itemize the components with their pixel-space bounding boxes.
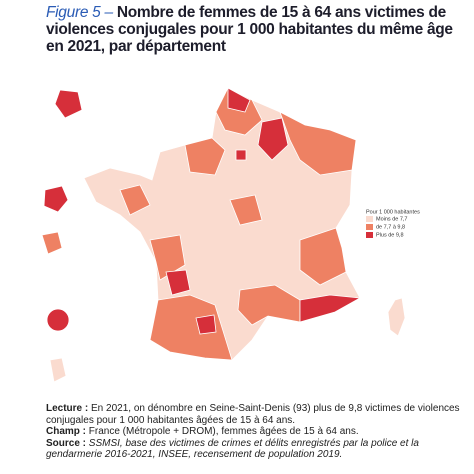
overseas xyxy=(46,308,70,332)
zone-high xyxy=(299,294,362,323)
overseas xyxy=(43,185,69,213)
zone-high xyxy=(195,314,217,335)
notes: Lecture : En 2021, on dénombre en Seine-… xyxy=(46,403,466,461)
zone-medium xyxy=(279,111,357,176)
note-text: France (Métropole + DROM), femmes âgées … xyxy=(88,426,359,438)
zone-medium xyxy=(149,294,233,361)
zone-medium xyxy=(229,194,263,226)
note-text: SSMSI, base des victimes de crimes et dé… xyxy=(46,437,419,461)
zone-high xyxy=(257,117,289,161)
legend-heading: Pour 1 000 habitantes xyxy=(366,209,420,215)
legend-label: de 7,7 à 9,8 xyxy=(376,224,405,230)
overseas xyxy=(49,357,67,383)
note-label: Champ : xyxy=(46,426,86,438)
legend-swatch xyxy=(366,224,373,230)
note: Lecture : En 2021, on dénombre en Seine-… xyxy=(46,403,466,426)
title-text: Nombre de femmes de 15 à 64 ans victimes… xyxy=(46,4,453,55)
zone-high xyxy=(235,149,247,161)
figure-label: Figure 5 – xyxy=(46,4,113,21)
departments xyxy=(41,87,406,383)
zone-high xyxy=(165,269,191,296)
note: Champ : France (Métropole + DROM), femme… xyxy=(46,426,466,438)
overseas xyxy=(41,231,63,255)
legend-swatch xyxy=(366,216,373,222)
legend-swatch xyxy=(366,232,373,238)
note-text: En 2021, on dénombre en Seine-Saint-Deni… xyxy=(46,403,460,426)
zone-medium xyxy=(184,137,226,176)
note-label: Lecture : xyxy=(46,403,89,414)
zone-medium xyxy=(237,284,301,326)
zone-medium xyxy=(119,184,151,216)
map: Pour 1 000 habitantes Moins de 7,7 de 7,7… xyxy=(41,87,420,383)
corsica xyxy=(387,297,406,337)
note: Source : SSMSI, base des victimes de cri… xyxy=(46,438,466,461)
legend-label: Plus de 9,8 xyxy=(376,232,404,238)
overseas xyxy=(54,89,83,119)
zone-high xyxy=(227,87,251,113)
note-label: Source : xyxy=(46,437,87,449)
zone-medium xyxy=(299,227,347,286)
legend: Pour 1 000 habitantes Moins de 7,7 de 7,7… xyxy=(366,209,420,238)
title: Figure 5 – Nombre de femmes de 15 à 64 a… xyxy=(46,4,466,55)
legend-label: Moins de 7,7 xyxy=(376,216,408,222)
